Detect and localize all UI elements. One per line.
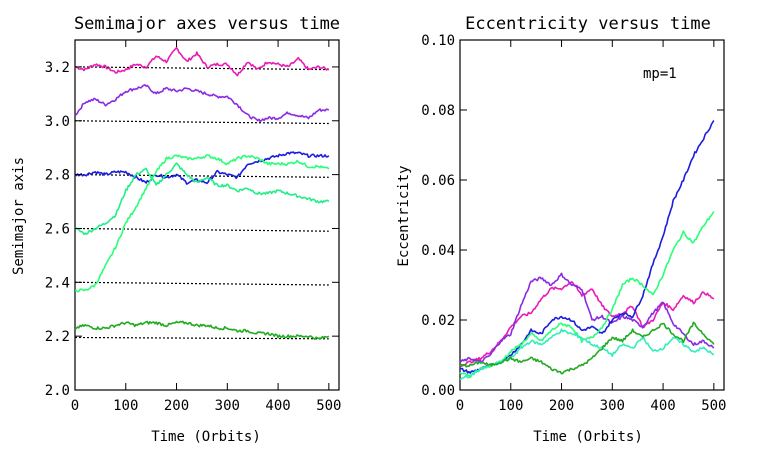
semimajor-series [74,46,330,341]
semimajor-xlabel: Time (Orbits) [151,429,261,445]
semimajor-xtick-label: 200 [164,398,189,414]
eccentricity-line-planetesimal-1 [459,280,715,367]
semimajor-line-planetesimal-6 [74,320,330,341]
reference-line-a_ref_1 [74,336,329,340]
reference-line-a_ref_2 [74,281,329,286]
reference-line-a_ref_5 [74,120,329,125]
eccentricity-xtick-label: 500 [701,398,726,414]
eccentricity-xtick-label: 200 [549,398,574,414]
reference-line-a_ref_6 [74,66,329,71]
eccentricity-ylabel: Eccentricity [396,165,412,266]
semimajor-title: Semimajor axes versus time [74,14,340,34]
semimajor-line-planetesimal-4 [74,162,330,236]
semimajor-ytick-label: 2.2 [45,329,70,345]
eccentricity-plot-frame [459,39,725,391]
semimajor-plot-frame [74,39,340,391]
eccentricity-line-planetesimal-4 [459,211,715,379]
eccentricity-xtick-label: 0 [456,398,464,414]
eccentricity-ytick-label: 0.08 [421,103,455,119]
reference-line-a_ref_4 [74,174,329,178]
semimajor-xtick-label: 300 [215,398,240,414]
semimajor-ytick-label: 2.0 [45,383,70,399]
eccentricity-ytick-label: 0.00 [421,383,455,399]
semimajor-reference-lines [74,66,329,340]
eccentricity-xtick-label: 300 [600,398,625,414]
eccentricity-ytick-label: 0.10 [421,33,455,49]
semimajor-xtick-label: 100 [113,398,138,414]
semimajor-line-planetesimal-3 [74,151,330,185]
eccentricity-ytick-label: 0.02 [421,313,455,329]
semimajor-ylabel: Semimajor axis [11,157,27,275]
reference-line-a_ref_3 [74,227,329,232]
semimajor-ytick-label: 3.0 [45,114,70,130]
eccentricity-ticks: 0 100 200 300 400 500 0.00 0.02 0.04 0.06 0.08 0.10 [421,33,726,414]
eccentricity-ytick-label: 0.04 [421,243,455,259]
semimajor-xtick-label: 500 [316,398,341,414]
semimajor-ytick-label: 2.6 [45,221,70,237]
eccentricity-panel: Eccentricity versus time Time (Orbits) E… [396,14,726,445]
eccentricity-line-planetesimal-6 [459,321,715,375]
eccentricity-ytick-label: 0.06 [421,173,455,189]
eccentricity-line-planetesimal-2 [459,272,715,363]
semimajor-panel: Semimajor axes versus time Time (Orbits)… [11,14,341,445]
mass-annotation: mp=1 [643,66,677,82]
semimajor-ytick-label: 2.4 [45,275,70,291]
eccentricity-xtick-label: 400 [650,398,675,414]
eccentricity-title: Eccentricity versus time [465,14,711,34]
semimajor-ytick-label: 3.2 [45,60,70,76]
semimajor-xtick-label: 400 [265,398,290,414]
eccentricity-series [459,120,715,381]
eccentricity-xtick-label: 100 [498,398,523,414]
semimajor-xtick-label: 0 [71,398,79,414]
semimajor-ytick-label: 2.8 [45,168,70,184]
semimajor-line-planetesimal-5 [74,154,330,293]
eccentricity-xlabel: Time (Orbits) [533,429,643,445]
semimajor-line-planetesimal-1 [74,46,330,77]
eccentricity-line-planetesimal-3 [459,120,715,374]
semimajor-line-planetesimal-2 [74,84,330,123]
semimajor-ticks: 0 100 200 300 400 500 2.0 2.2 2.4 2.6 2.8 3.0 3.2 [45,40,341,414]
